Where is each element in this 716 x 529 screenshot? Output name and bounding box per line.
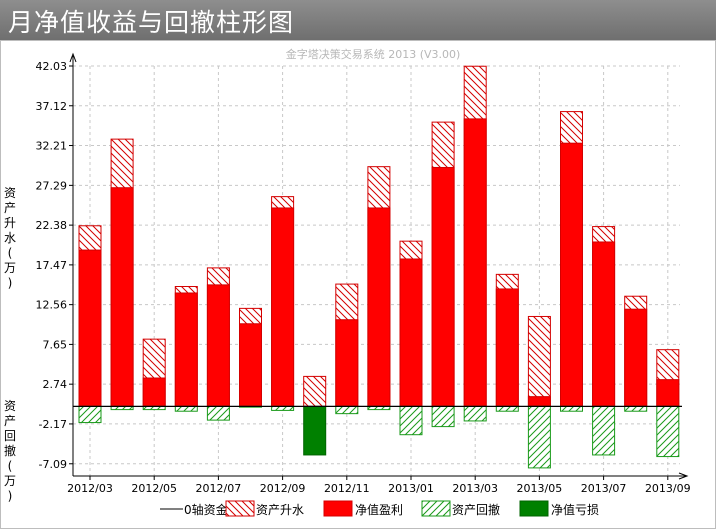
window-title: 月净值收益与回撤柱形图 <box>8 8 295 37</box>
net-profit-bar <box>592 241 616 407</box>
y-tick-label: 37.12 <box>36 100 68 113</box>
legend-label-asset-rise: 资产升水 <box>256 503 304 517</box>
x-tick-label: 2012/11 <box>324 482 370 495</box>
net-profit-bar <box>495 288 519 407</box>
x-tick-label: 2012/07 <box>196 482 242 495</box>
y-tick-label: -7.09 <box>39 458 67 471</box>
net-profit-bar <box>174 292 198 407</box>
y-tick-label: 17.47 <box>36 259 68 272</box>
y-tick-label: -2.17 <box>39 418 67 431</box>
y-axis-label-bottom: 资产回撤(万) <box>4 399 16 503</box>
y-tick-label: 22.38 <box>36 219 68 232</box>
legend-swatch-net-loss <box>519 500 549 517</box>
net-profit-bar <box>399 258 423 407</box>
asset-rise-bar <box>303 375 327 407</box>
x-axis-arrow <box>678 472 689 480</box>
y-axis-arrow <box>69 52 77 63</box>
x-tick-label: 2013/01 <box>388 482 434 495</box>
net-profit-bar <box>431 166 455 407</box>
asset-drawdown-bar <box>335 405 359 415</box>
net-profit-bar <box>560 142 583 407</box>
asset-drawdown-bar <box>78 405 102 424</box>
x-tick-label: 2013/03 <box>452 482 498 495</box>
bars-layer <box>78 65 680 469</box>
net-profit-bar <box>142 377 166 407</box>
x-tick-label: 2012/09 <box>260 482 306 495</box>
legend-label-net-loss: 净值亏损 <box>551 502 599 517</box>
net-profit-bar <box>656 379 680 407</box>
asset-drawdown-bar <box>206 405 230 421</box>
y-tick-label: 27.29 <box>36 179 68 192</box>
asset-drawdown-bar <box>656 405 680 458</box>
net-loss-bar <box>303 405 327 456</box>
legend-swatch-asset-rise <box>225 500 255 517</box>
asset-drawdown-bar <box>495 405 519 412</box>
x-tick-label: 2013/05 <box>517 482 563 495</box>
asset-rise-bar <box>527 315 551 407</box>
net-profit-bar <box>624 308 648 407</box>
net-profit-bar <box>110 187 134 407</box>
y-tick-label: 42.03 <box>36 60 68 73</box>
title-bar: 月净值收益与回撤柱形图 <box>0 0 716 41</box>
legend-swatch-asset-drawdown <box>421 500 451 517</box>
asset-drawdown-bar <box>463 405 487 422</box>
net-profit-bar <box>527 396 551 407</box>
legend-label-net-profit: 净值盈利 <box>355 502 403 517</box>
net-profit-bar <box>271 207 295 407</box>
chart-subtitle: 金字塔决策交易系统 2013 (V3.00) <box>286 47 461 61</box>
y-tick-label: 7.65 <box>43 338 68 351</box>
asset-drawdown-bar <box>624 405 648 412</box>
asset-drawdown-bar <box>527 405 551 469</box>
y-tick-label: 2.74 <box>43 378 68 391</box>
net-profit-bar <box>463 118 487 407</box>
net-profit-bar <box>206 284 230 407</box>
legend: 0轴资金 资产升水 净值盈利 资产回撤 净值亏损 <box>160 500 599 517</box>
axis-layer: 42.03 37.12 32.21 27.29 22.38 17.47 12.56 7.65 2… <box>36 52 691 495</box>
legend-label-zero-axis: 0轴资金 <box>184 502 228 517</box>
y-axis-label-top: 资产升水(万) <box>4 186 16 290</box>
asset-drawdown-bar <box>560 405 583 412</box>
net-profit-bar <box>335 319 359 407</box>
asset-drawdown-bar <box>174 405 198 412</box>
x-tick-label: 2013/09 <box>645 482 691 495</box>
net-profit-bar <box>367 207 391 407</box>
asset-drawdown-bar <box>399 405 423 436</box>
legend-swatch-net-profit <box>323 500 353 517</box>
asset-drawdown-bar <box>592 405 616 456</box>
x-tick-label: 2013/07 <box>581 482 627 495</box>
legend-label-asset-drawdown: 资产回撤 <box>452 502 500 517</box>
net-profit-bar <box>239 323 262 407</box>
net-profit-bar <box>78 249 102 407</box>
x-tick-label: 2012/05 <box>131 482 177 495</box>
asset-drawdown-bar <box>271 405 295 411</box>
asset-drawdown-bar <box>431 405 455 428</box>
y-tick-label: 12.56 <box>36 299 68 312</box>
x-tick-label: 2012/03 <box>67 482 113 495</box>
y-tick-label: 32.21 <box>36 140 68 153</box>
